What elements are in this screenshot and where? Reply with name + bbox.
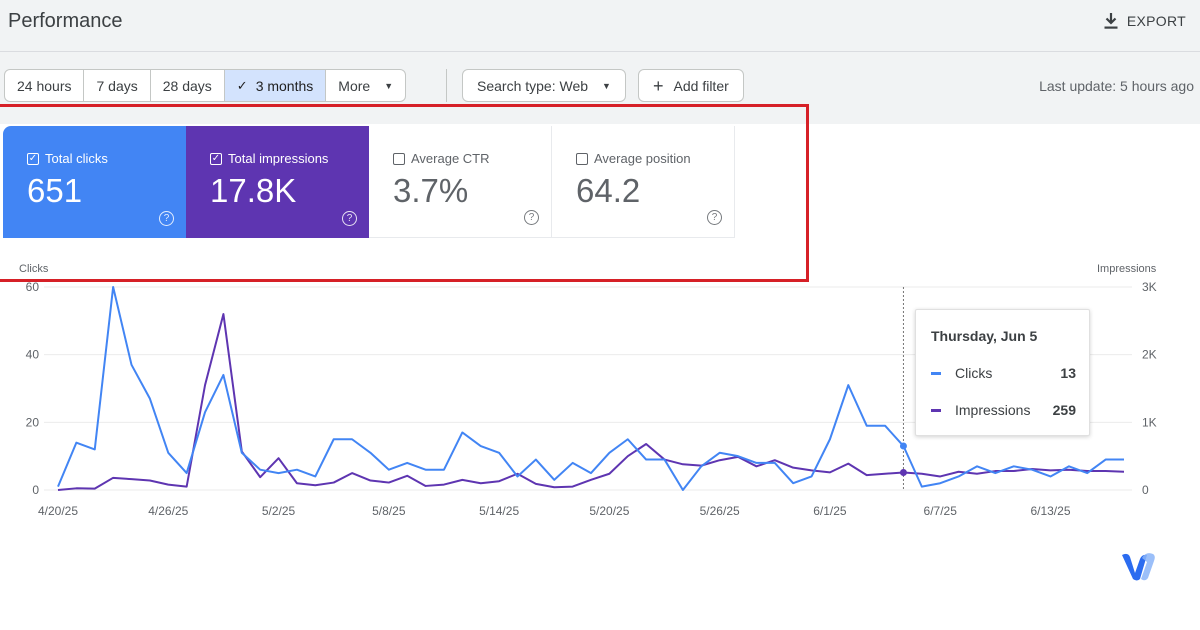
tooltip-impressions-row: Impressions 259 [931,402,1076,418]
right-axis-tick-label: 3K [1142,280,1157,294]
metric-value: 64.2 [576,172,641,209]
range-label: 3 months [255,77,314,94]
metric-label: Average CTR [411,151,490,166]
checkbox-unchecked-icon[interactable] [393,152,405,165]
check-icon: ✓ [236,77,248,93]
left-axis-tick-label: 60 [26,280,40,294]
left-axis-tick-label: 0 [32,483,39,497]
tooltip-clicks-row: Clicks 13 [931,365,1076,381]
metric-value: 17.8K [210,172,297,209]
export-label: EXPORT [1126,13,1186,29]
legend-swatch-clicks [931,371,941,375]
metric-label: Total clicks [45,151,108,166]
search-type-dropdown[interactable]: Search type: Web ▼ [462,69,626,102]
checkbox-unchecked-icon[interactable] [576,152,588,165]
download-icon [1104,13,1118,29]
metric-total-impressions[interactable]: ✓ Total impressions 17.8K ? [186,126,369,238]
checkbox-checked-icon[interactable]: ✓ [27,152,39,165]
x-axis-tick-label: 5/20/25 [589,504,629,518]
more-ranges-dropdown[interactable]: More ▼ [326,70,405,101]
plus-icon: + [653,75,664,96]
caret-down-icon: ▼ [602,80,611,91]
x-axis-tick-label: 5/2/25 [262,504,296,518]
right-axis-tick-label: 2K [1142,348,1157,362]
tooltip-clicks-label: Clicks [955,365,993,381]
range-label: 7 days [96,77,138,94]
last-update-text: Last update: 5 hours ago [1039,78,1194,94]
range-24-hours-button[interactable]: 24 hours [5,70,85,101]
help-circle-icon[interactable]: ? [524,210,539,225]
metric-value: 651 [27,172,83,209]
x-axis-tick-label: 5/14/25 [479,504,519,518]
metric-label: Average position [594,151,691,166]
legend-swatch-impressions [931,408,941,412]
toolbar-divider [446,69,447,102]
tooltip-impressions-label: Impressions [955,402,1031,418]
export-button[interactable]: EXPORT [1103,10,1186,32]
filter-toolbar: 24 hours 7 days 28 days ✓ 3 months More … [0,52,1200,124]
right-axis-title: Impressions [1097,263,1157,275]
metric-label: Total impressions [228,151,329,166]
page-header: Performance EXPORT [0,0,1200,52]
tooltip-impressions-value: 259 [1052,402,1076,418]
performance-chart[interactable]: 0 0 20 1K 40 2K 60 3K 4/20/25 4/26/25 5/2/25 5/8/25… [0,280,1200,530]
left-axis-title: Clicks [19,263,49,275]
tooltip-clicks-value: 13 [1060,365,1076,381]
x-axis-tick-label: 4/26/25 [148,504,188,518]
x-axis-tick-label: 5/8/25 [372,504,406,518]
left-axis-tick-label: 20 [26,415,40,429]
range-label: 24 hours [17,77,72,94]
x-axis-tick-label: 6/13/25 [1030,504,1070,518]
x-axis-tick-label: 6/7/25 [924,504,958,518]
help-circle-icon[interactable]: ? [159,211,174,226]
hover-point-clicks [899,442,907,450]
x-axis-tick-label: 6/1/25 [813,504,847,518]
page-title: Performance [8,10,123,32]
metric-average-position[interactable]: Average position 64.2 ? [552,126,735,238]
tooltip-date: Thursday, Jun 5 [931,328,1038,344]
caret-down-icon: ▼ [384,80,394,91]
range-28-days-button[interactable]: 28 days [151,70,225,101]
series-line-impressions [57,313,1125,491]
metric-value: 3.7% [393,172,469,209]
date-range-selector: 24 hours 7 days 28 days ✓ 3 months More … [4,69,407,102]
range-3-months-button[interactable]: ✓ 3 months [224,70,327,101]
add-filter-label: Add filter [673,77,729,94]
range-label: 28 days [162,77,212,94]
x-axis-tick-label: 4/20/25 [38,504,78,518]
chart-tooltip: Thursday, Jun 5 Clicks 13 Impressions 25… [915,309,1090,436]
range-7-days-button[interactable]: 7 days [84,70,151,101]
hover-point-impressions [899,468,907,476]
help-circle-icon[interactable]: ? [342,211,357,226]
series-line-clicks [57,286,1124,491]
left-axis-tick-label: 40 [26,348,40,362]
metric-total-clicks[interactable]: ✓ Total clicks 651 ? [3,126,186,238]
x-axis-tick-label: 5/26/25 [700,504,740,518]
search-type-label: Search type: Web [477,77,589,94]
metric-average-ctr[interactable]: Average CTR 3.7% ? [369,126,552,238]
brand-logo-icon [1122,553,1155,581]
checkbox-checked-icon[interactable]: ✓ [210,152,222,165]
help-circle-icon[interactable]: ? [707,210,722,225]
right-axis-tick-label: 1K [1142,415,1157,429]
right-axis-tick-label: 0 [1142,483,1149,497]
more-label: More [338,77,371,94]
add-filter-button[interactable]: + Add filter [638,69,744,102]
